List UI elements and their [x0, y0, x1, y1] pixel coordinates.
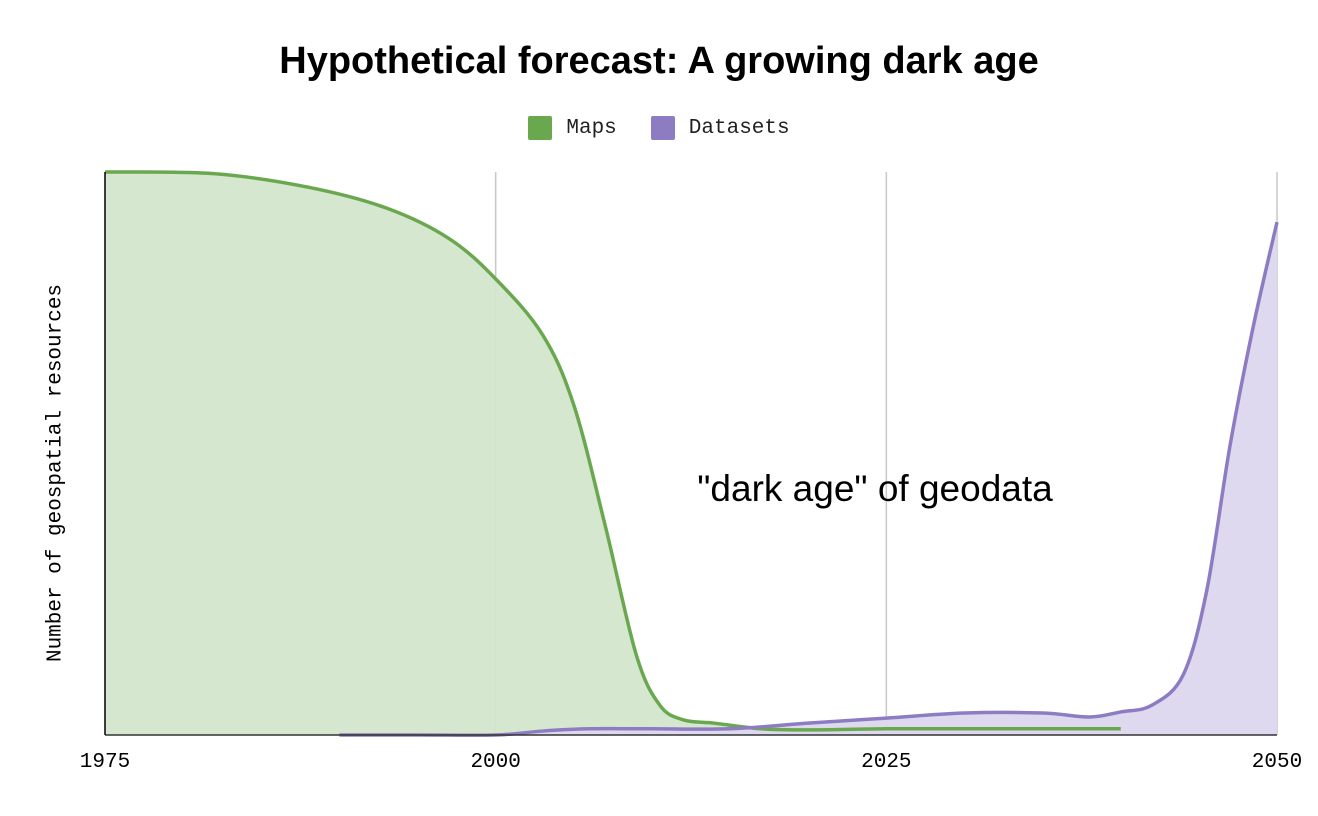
x-tick-label-2025: 2025 — [861, 751, 911, 774]
legend-label-datasets: Datasets — [688, 116, 790, 140]
x-tick-label-1975: 1975 — [80, 751, 130, 774]
series-line-datasets — [339, 221, 1279, 738]
dark-age-annotation: "dark age" of geodata — [697, 468, 1053, 509]
legend: Maps Datasets — [0, 116, 1318, 140]
legend-swatch-maps — [528, 116, 553, 140]
y-axis-label: Number of geospatial resources — [44, 283, 68, 663]
x-tick-label-2050: 2050 — [1252, 751, 1302, 774]
series-line-maps — [104, 170, 1121, 732]
legend-swatch-datasets — [650, 116, 675, 140]
legend-item-maps[interactable]: Maps — [528, 116, 617, 140]
area-fill-datasets — [339, 222, 1277, 736]
area-fill-maps — [105, 171, 1121, 735]
legend-label-maps: Maps — [566, 116, 617, 140]
legend-item-datasets[interactable]: Datasets — [650, 116, 790, 140]
x-tick-label-2000: 2000 — [470, 751, 520, 774]
chart-title: Hypothetical forecast: A growing dark ag… — [279, 40, 1039, 82]
